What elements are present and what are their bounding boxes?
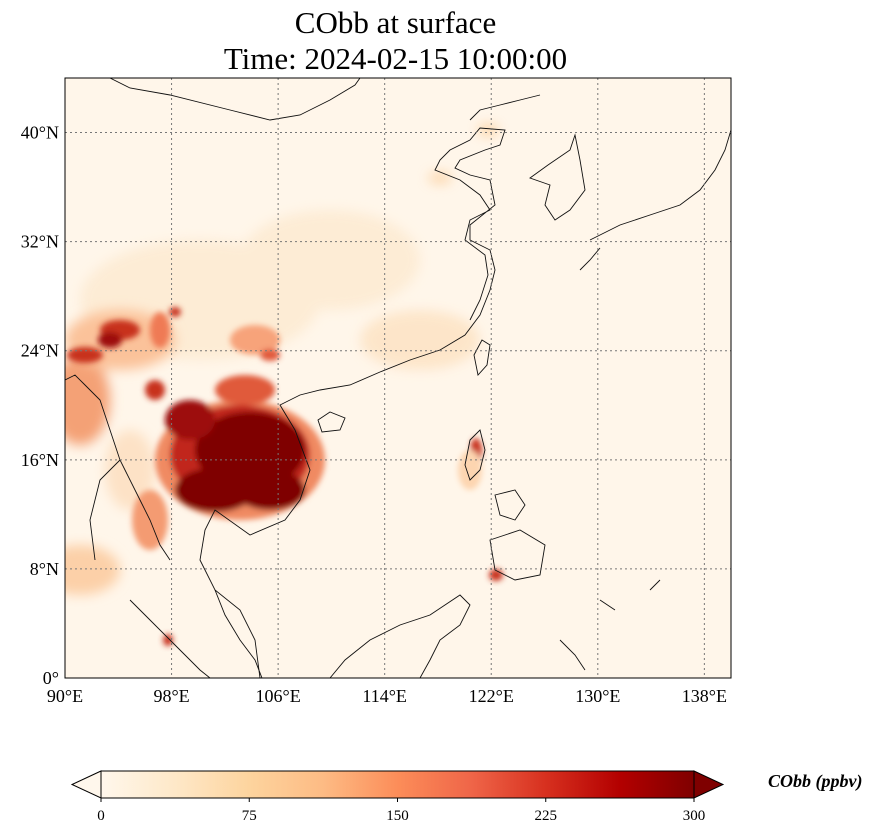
lon-tick-label: 138°E [682, 686, 727, 706]
lat-tick-label: 8°N [30, 559, 59, 579]
colorbar-tick-label: 75 [242, 808, 257, 824]
coast-hainan [317, 411, 346, 433]
colorbar-tick-label: 0 [97, 808, 105, 824]
plume-indochina [132, 375, 325, 550]
coast-malay [214, 589, 263, 678]
coast-bay [89, 459, 121, 561]
lat-tick-label: 24°N [21, 341, 59, 361]
light-haze [80, 125, 498, 370]
colorbar-gradient [101, 771, 694, 798]
lon-tick-label: 130°E [575, 686, 620, 706]
coast-japan [579, 129, 731, 271]
border-sea-islands [559, 579, 661, 671]
gridlines [65, 78, 731, 678]
lon-tick-label: 122°E [469, 686, 514, 706]
colorbar-tick-label: 150 [386, 808, 409, 824]
coast-philippines [464, 429, 546, 581]
co-field [65, 125, 503, 646]
lon-tick-labels: 90°E 98°E 106°E 114°E 122°E 130°E 138°E [47, 686, 727, 706]
lon-tick-label: 114°E [362, 686, 407, 706]
lon-tick-label: 90°E [47, 686, 83, 706]
lat-tick-label: 40°N [21, 123, 59, 143]
map-panel: 90°E 98°E 106°E 114°E 122°E 130°E 138°E 0° 8°N 1… [21, 77, 732, 706]
coast-korea [529, 133, 586, 221]
colorbar-ticks: 0 75 150 225 300 [97, 798, 705, 824]
coast-mainland [199, 127, 506, 678]
map-title: CObb at surface [294, 5, 497, 40]
colorbar-extend-min [70, 770, 102, 799]
map-border [64, 77, 732, 679]
map-time-subtitle: Time: 2024-02-15 10:00:00 [223, 41, 568, 76]
coast-taiwan [473, 339, 491, 376]
colorbar: 0 75 150 225 300 CObb (ppbv) [70, 770, 862, 824]
coast-borneo [329, 594, 471, 678]
lat-tick-label: 0° [43, 668, 59, 688]
border-mongolia [109, 78, 361, 121]
map-background [65, 78, 731, 678]
colorbar-extend-max [693, 770, 725, 799]
lat-tick-labels: 0° 8°N 16°N 24°N 32°N 40°N [21, 123, 59, 688]
border-china-sea [469, 94, 541, 121]
colorbar-label: CObb (ppbv) [768, 771, 862, 792]
lon-tick-label: 106°E [256, 686, 301, 706]
coastlines [65, 78, 731, 678]
colorbar-tick-label: 300 [683, 808, 706, 824]
coast-sumatra [129, 599, 211, 678]
colorbar-tick-label: 225 [535, 808, 558, 824]
lon-tick-label: 98°E [153, 686, 189, 706]
lat-tick-label: 32°N [21, 232, 59, 252]
lat-tick-label: 16°N [21, 450, 59, 470]
